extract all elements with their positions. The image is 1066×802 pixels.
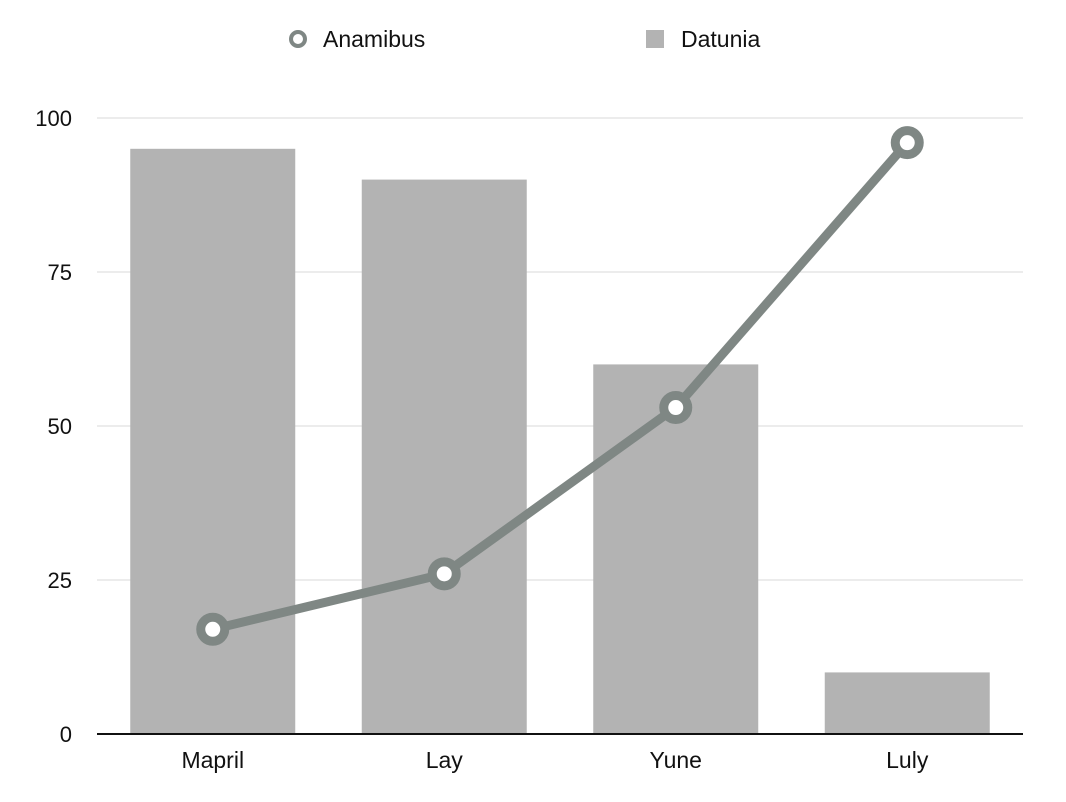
legend-label-datunia: Datunia — [681, 26, 760, 52]
bar-luly — [824, 672, 990, 734]
bar-lay — [361, 179, 527, 735]
point-yune — [659, 391, 693, 425]
line-series-anamibus — [196, 126, 924, 646]
x-tick-label: Yune — [650, 747, 702, 773]
x-tick-label: Lay — [426, 747, 464, 773]
legend-line-marker-icon — [289, 30, 307, 48]
bar-mapril — [130, 148, 296, 735]
bar-yune — [593, 364, 759, 734]
bar-series-datunia — [130, 148, 990, 735]
line-anamibus — [208, 138, 912, 634]
legend-item-datunia: Datunia — [646, 26, 760, 52]
y-tick-label: 75 — [48, 260, 72, 285]
point-lay — [427, 557, 461, 591]
y-tick-label: 25 — [48, 568, 72, 593]
y-tick-label: 100 — [35, 106, 72, 131]
point-mapril — [196, 612, 230, 646]
x-tick-label: Luly — [886, 747, 929, 773]
legend-item-anamibus: Anamibus — [289, 26, 425, 52]
legend: Anamibus Datunia — [289, 26, 760, 52]
legend-bar-swatch-icon — [646, 30, 664, 48]
point-luly — [890, 126, 924, 160]
y-tick-label: 0 — [60, 722, 72, 747]
legend-label-anamibus: Anamibus — [323, 26, 425, 52]
y-tick-label: 50 — [48, 414, 72, 439]
x-tick-label: Mapril — [181, 747, 244, 773]
axes: 0 25 50 75 100 Mapril Lay Yune Luly — [35, 106, 1023, 773]
